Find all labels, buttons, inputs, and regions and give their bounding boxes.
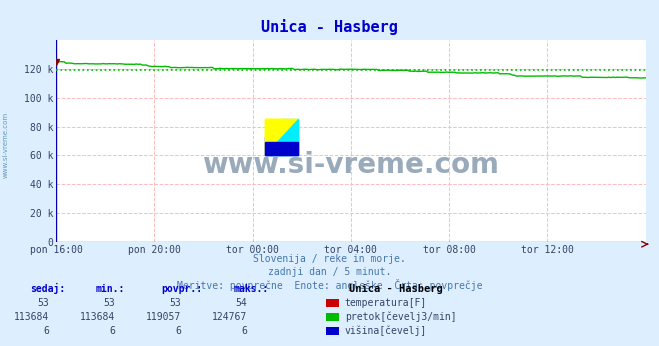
Text: Unica - Hasberg: Unica - Hasberg (349, 284, 443, 294)
Text: 119057: 119057 (146, 312, 181, 322)
Text: povpr.:: povpr.: (161, 284, 202, 294)
Text: pretok[čevelj3/min]: pretok[čevelj3/min] (345, 311, 456, 322)
Text: 6: 6 (241, 326, 247, 336)
Text: 53: 53 (103, 298, 115, 308)
Bar (266, 142, 299, 155)
Text: zadnji dan / 5 minut.: zadnji dan / 5 minut. (268, 267, 391, 277)
Bar (282, 137, 299, 155)
Text: 6: 6 (175, 326, 181, 336)
Text: min.:: min.: (96, 284, 125, 294)
Text: temperatura[F]: temperatura[F] (345, 298, 427, 308)
Text: 124767: 124767 (212, 312, 247, 322)
Polygon shape (266, 119, 299, 155)
Text: 6: 6 (43, 326, 49, 336)
Text: sedaj:: sedaj: (30, 283, 65, 294)
Text: Meritve: povprečne  Enote: angleške  Črta: povprečje: Meritve: povprečne Enote: angleške Črta:… (177, 279, 482, 291)
Text: 6: 6 (109, 326, 115, 336)
Bar (266, 137, 282, 155)
Text: 53: 53 (38, 298, 49, 308)
Text: 113684: 113684 (80, 312, 115, 322)
Bar (266, 119, 282, 137)
Bar (282, 119, 299, 137)
Text: Unica - Hasberg: Unica - Hasberg (261, 19, 398, 35)
Text: višina[čevelj]: višina[čevelj] (345, 325, 427, 336)
Text: www.si-vreme.com: www.si-vreme.com (2, 112, 9, 179)
Text: maks.:: maks.: (234, 284, 269, 294)
Text: 113684: 113684 (14, 312, 49, 322)
Text: www.si-vreme.com: www.si-vreme.com (202, 151, 500, 179)
Text: 54: 54 (235, 298, 247, 308)
Text: Slovenija / reke in morje.: Slovenija / reke in morje. (253, 254, 406, 264)
Polygon shape (266, 119, 299, 155)
Text: 53: 53 (169, 298, 181, 308)
